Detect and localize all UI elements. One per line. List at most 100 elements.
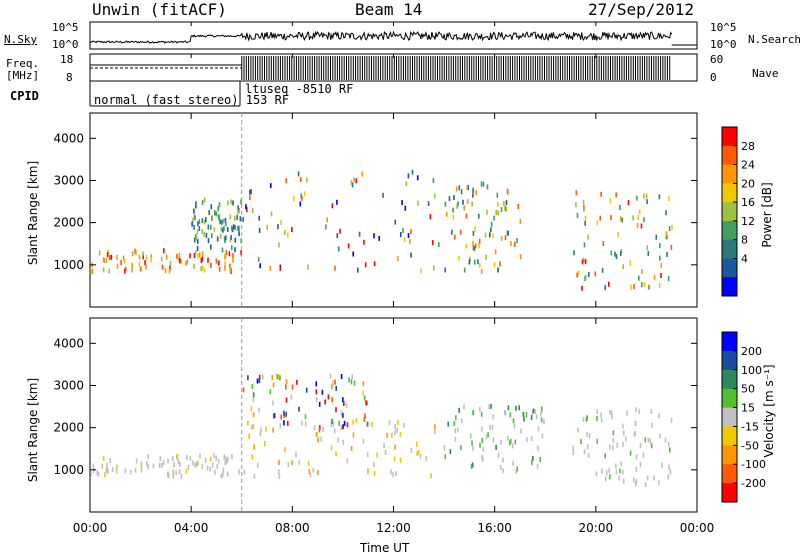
range-cell: [273, 413, 276, 418]
range-cell: [276, 374, 278, 380]
range-cell: [167, 458, 169, 464]
range-cell: [409, 238, 411, 244]
range-cell: [648, 284, 650, 290]
range-cell: [298, 459, 301, 465]
range-cell: [471, 462, 474, 468]
range-cell: [234, 237, 237, 243]
range-cell: [92, 463, 95, 469]
range-cell: [383, 443, 385, 449]
range-cell: [467, 185, 469, 190]
range-cell: [586, 431, 588, 437]
range-cell: [668, 226, 671, 232]
range-cell: [201, 256, 204, 262]
range-cell: [251, 454, 253, 460]
range-cell: [493, 215, 495, 221]
range-cell: [363, 416, 366, 422]
range-cell: [303, 191, 306, 197]
cpid-mode-ltuseq: ltuseq -8510 RF: [245, 82, 354, 96]
range-cell: [617, 232, 619, 238]
range-cell: [145, 264, 147, 270]
range-cell: [653, 475, 655, 481]
range-cell: [348, 377, 350, 383]
range-cell: [161, 462, 163, 468]
range-cell: [203, 197, 206, 203]
range-cell: [225, 250, 228, 256]
range-cell: [522, 411, 525, 417]
range-cell: [496, 192, 499, 198]
range-cell: [582, 199, 585, 205]
range-cell: [466, 199, 469, 205]
range-cell: [513, 423, 516, 429]
colorbar-swatch: [722, 350, 737, 371]
range-cell: [330, 445, 333, 451]
range-cell: [392, 472, 394, 478]
range-cell: [172, 470, 175, 476]
range-cell: [490, 403, 492, 409]
range-cell: [463, 404, 465, 410]
range-cell: [658, 413, 660, 419]
range-cell: [445, 211, 448, 217]
range-cell: [340, 425, 342, 431]
range-cell: [283, 410, 285, 416]
range-cell: [587, 234, 589, 240]
range-cell: [335, 451, 337, 457]
range-cell: [596, 438, 599, 444]
range-cell: [491, 424, 494, 430]
range-cell: [512, 418, 515, 424]
range-cell: [242, 387, 245, 393]
range-cell: [223, 225, 225, 231]
range-cell: [582, 416, 585, 422]
range-cell: [203, 231, 205, 237]
range-cell: [608, 468, 610, 473]
range-cell: [472, 410, 475, 416]
range-cell: [671, 224, 673, 230]
range-cell: [665, 231, 668, 237]
range-cell: [577, 427, 579, 433]
colorbar-swatch: [722, 220, 737, 241]
range-cell: [458, 407, 460, 413]
range-cell: [470, 463, 473, 469]
range-cell: [594, 271, 597, 277]
range-cell: [453, 421, 455, 426]
range-cell: [135, 250, 137, 256]
colorbar-tick-label: 50: [741, 383, 755, 396]
range-cell: [503, 200, 505, 206]
x-tick-label: 08:00: [275, 521, 310, 535]
range-cell: [494, 249, 497, 255]
range-cell: [207, 257, 209, 263]
colorbar-tick-label: -200: [741, 477, 766, 490]
range-cell: [242, 216, 245, 222]
range-cell: [365, 400, 367, 406]
range-cell: [237, 205, 239, 211]
range-cell: [658, 283, 661, 288]
range-cell: [251, 424, 253, 430]
range-cell: [500, 236, 503, 242]
range-cell: [96, 470, 98, 476]
range-cell: [197, 253, 199, 259]
freq-trace: [90, 56, 671, 80]
range-cell: [417, 200, 419, 206]
range-cell: [492, 414, 494, 420]
range-cell: [272, 382, 275, 388]
range-cell: [245, 204, 247, 210]
noise-left-top-tick: 10^5: [52, 21, 79, 34]
range-cell: [444, 201, 447, 207]
range-cell: [167, 471, 170, 477]
range-cell: [270, 211, 273, 217]
range-cell: [350, 446, 353, 451]
range-cell: [478, 243, 480, 249]
range-cell: [197, 461, 199, 467]
range-cell: [120, 260, 122, 266]
range-cell: [500, 207, 503, 212]
range-cell: [193, 237, 196, 243]
range-cell: [493, 262, 496, 268]
range-cell: [291, 227, 293, 233]
range-cell: [623, 478, 625, 484]
range-cell: [258, 374, 261, 380]
noise-right-top-tick: 10^5: [710, 21, 737, 34]
range-cell: [615, 469, 618, 475]
range-cell: [410, 252, 412, 258]
range-cell: [221, 219, 223, 225]
range-cell: [135, 458, 138, 464]
